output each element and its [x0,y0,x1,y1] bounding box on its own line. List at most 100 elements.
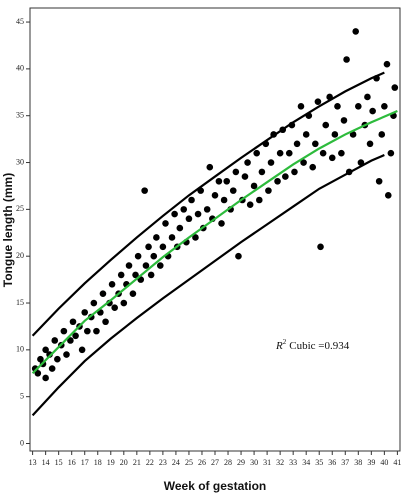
data-point [366,140,374,148]
data-point [314,98,322,105]
x-tick-label: 16 [68,458,76,467]
data-point [384,192,392,199]
data-point [265,187,272,194]
data-point [180,206,188,213]
data-point [220,196,228,204]
x-tick-label: 18 [94,458,102,467]
x-tick-label: 13 [29,458,37,467]
data-point [63,351,70,358]
data-point [297,103,305,110]
data-point [117,271,125,279]
x-tick-label: 34 [302,458,310,467]
x-tick-label: 39 [367,458,375,467]
data-point [125,262,133,269]
x-tick-label: 40 [380,458,388,467]
x-tick-label: 22 [146,458,154,467]
data-point [171,210,178,218]
data-point [253,149,260,157]
data-point [84,327,91,335]
x-tick-label: 26 [198,458,206,467]
x-tick-label: 15 [55,458,63,467]
data-point [168,234,176,241]
data-point [120,299,128,307]
x-tick-label: 37 [341,458,349,467]
data-point [67,337,74,344]
y-tick-label: 25 [16,204,24,213]
data-point [206,163,214,171]
data-point [302,131,310,138]
data-point [282,173,289,180]
data-point [317,243,324,251]
data-point [352,28,360,35]
data-point [60,327,68,335]
data-point [162,220,169,227]
data-point [145,243,152,251]
data-point [54,355,61,363]
data-point [378,131,386,138]
data-point [153,234,160,241]
data-point [134,252,142,260]
data-point [185,215,193,223]
x-tick-label: 29 [237,458,245,467]
x-tick-label: 35 [315,458,323,467]
data-point [99,290,107,297]
curve [31,154,385,417]
data-point [132,271,139,279]
data-point [192,234,199,241]
data-point [241,173,249,180]
data-point [343,56,350,63]
data-point [309,163,317,171]
annotation-symbol: R [275,340,283,352]
x-tick-label: 24 [172,458,180,467]
data-point [78,346,86,354]
data-point [176,224,184,232]
y-tick-label: 20 [16,251,24,260]
curve [31,71,385,337]
data-point [381,103,388,110]
data-point [274,177,281,185]
data-point [223,177,231,185]
data-point [349,131,357,138]
data-point [276,149,284,157]
data-point [147,271,155,279]
data-point [129,290,137,297]
data-point [90,299,98,307]
data-point [194,210,202,218]
x-tick-label: 36 [328,458,336,467]
annotation: R2 Cubic =0.934 [275,338,350,352]
data-point [229,187,237,194]
data-point [218,220,225,227]
data-point [93,327,100,335]
data-point [312,140,319,148]
data-point [141,187,148,194]
data-point [340,117,348,124]
x-tick-label: 38 [354,458,362,467]
x-tick-label: 23 [159,458,167,467]
data-point [331,131,339,138]
x-tick-label: 32 [276,458,284,467]
y-axis-title: Tongue length (mm) [1,173,15,287]
x-tick-label: 20 [120,458,128,467]
data-point [42,374,49,382]
data-point [255,196,263,204]
data-point [267,159,275,166]
data-point [142,262,150,269]
data-point [46,351,53,358]
data-point [246,201,254,208]
data-point [387,149,395,157]
y-tick-label: 0 [20,438,24,447]
data-point [72,332,79,340]
y-tick-label: 35 [16,111,24,120]
data-point [111,304,118,312]
y-tick-label: 15 [16,298,24,307]
x-tick-label: 19 [107,458,115,467]
data-point [81,309,89,316]
x-tick-label: 33 [289,458,297,467]
data-point [235,252,242,260]
x-tick-label: 25 [185,458,193,467]
data-point [156,262,164,269]
data-point [150,252,158,260]
data-point [300,159,307,166]
